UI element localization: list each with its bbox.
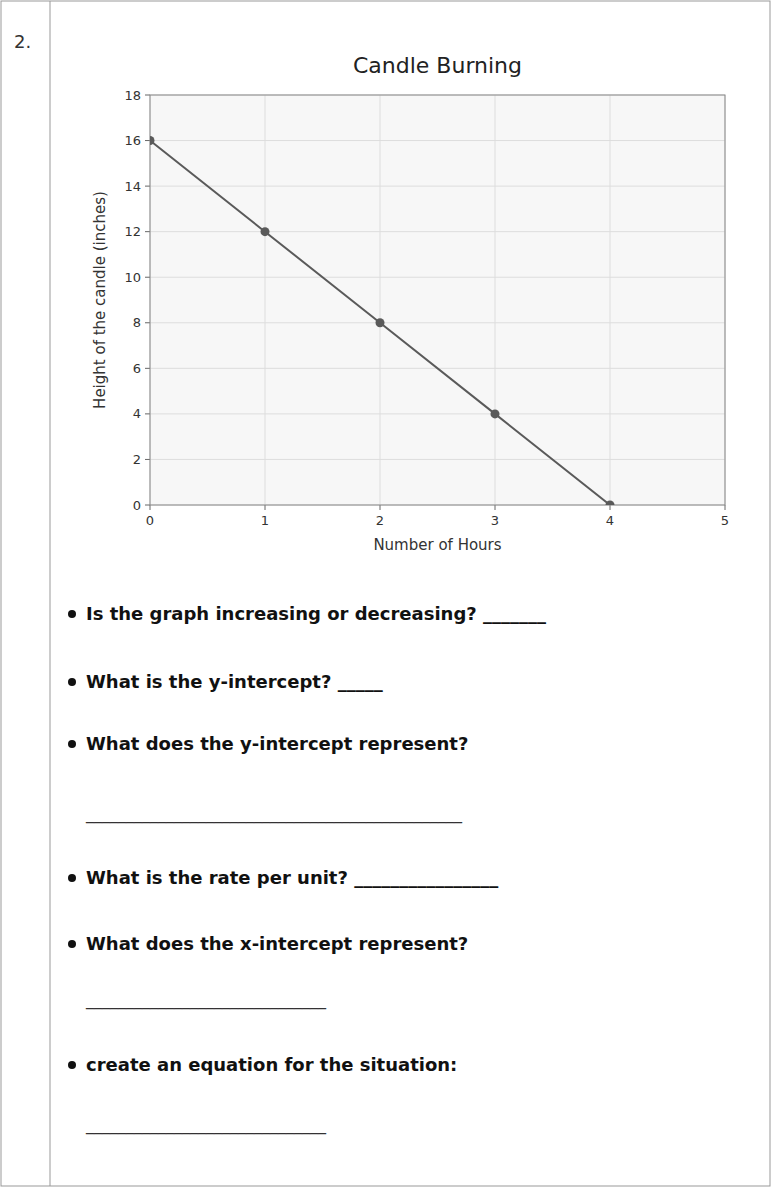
y-tick xyxy=(145,368,150,369)
data-point xyxy=(261,227,270,236)
y-tick-label: 2 xyxy=(133,452,141,467)
page-border xyxy=(1,1,770,1186)
bullet xyxy=(68,1061,76,1069)
data-line xyxy=(150,141,610,505)
question: What is the rate per unit? _____________… xyxy=(86,867,498,888)
item-number: 2. xyxy=(14,31,31,52)
bullet xyxy=(68,678,76,686)
y-tick-label: 14 xyxy=(124,179,141,194)
y-tick-label: 0 xyxy=(133,498,141,513)
bullet xyxy=(68,610,76,618)
bullet xyxy=(68,940,76,948)
y-tick-label: 16 xyxy=(124,133,141,148)
page: 012345024681012141618Candle BurningNumbe… xyxy=(0,0,771,1187)
y-tick-label: 8 xyxy=(133,315,141,330)
x-grid-line xyxy=(610,95,611,505)
y-tick xyxy=(145,322,150,323)
bullet xyxy=(68,874,76,882)
y-grid-line xyxy=(150,231,725,232)
y-tick-label: 4 xyxy=(133,406,141,421)
x-tick xyxy=(610,505,611,510)
grid xyxy=(150,95,725,505)
bullet xyxy=(68,740,76,748)
y-grid-line xyxy=(150,186,725,187)
y-tick-label: 10 xyxy=(124,270,141,285)
x-grid-line xyxy=(495,95,496,505)
x-grid-line xyxy=(265,95,266,505)
y-tick xyxy=(145,277,150,278)
y-grid-line xyxy=(150,322,725,323)
answer-line: ______________________________ xyxy=(85,990,327,1010)
x-axis-label: Number of Hours xyxy=(373,536,501,554)
answer-line: ______________________________ xyxy=(85,1115,327,1135)
x-tick-label: 4 xyxy=(606,513,614,528)
x-tick xyxy=(725,505,726,510)
y-tick xyxy=(145,140,150,141)
question: create an equation for the situation: xyxy=(86,1054,457,1075)
plot-background xyxy=(150,95,725,505)
question: What does the y-intercept represent? xyxy=(86,733,468,754)
y-tick xyxy=(145,459,150,460)
plot-frame xyxy=(150,95,725,505)
x-tick-label: 5 xyxy=(721,513,729,528)
y-tick-label: 6 xyxy=(133,361,141,376)
data-point xyxy=(150,136,155,145)
x-grid-line xyxy=(380,95,381,505)
answer-line: ________________________________________… xyxy=(85,804,463,824)
y-tick xyxy=(145,231,150,232)
x-tick xyxy=(150,505,151,510)
x-tick-label: 1 xyxy=(261,513,269,528)
data-point xyxy=(606,501,615,506)
y-grid-line xyxy=(150,459,725,460)
y-tick xyxy=(145,186,150,187)
y-axis-label: Height of the candle (inches) xyxy=(91,191,109,409)
y-tick xyxy=(145,413,150,414)
x-tick xyxy=(380,505,381,510)
y-tick xyxy=(145,505,150,506)
y-tick-label: 12 xyxy=(124,224,141,239)
question: What is the y-intercept? _____ xyxy=(86,671,383,692)
x-tick-label: 0 xyxy=(146,513,154,528)
x-tick-label: 3 xyxy=(491,513,499,528)
y-grid-line xyxy=(150,413,725,414)
question: What does the x-intercept represent? xyxy=(86,933,468,954)
data-point xyxy=(491,409,500,418)
data-layer xyxy=(150,136,615,505)
x-tick xyxy=(495,505,496,510)
data-point xyxy=(376,318,385,327)
y-tick xyxy=(145,95,150,96)
y-grid-line xyxy=(150,140,725,141)
x-tick-label: 2 xyxy=(376,513,384,528)
y-tick-label: 18 xyxy=(124,88,141,103)
y-grid-line xyxy=(150,277,725,278)
x-tick xyxy=(265,505,266,510)
question: Is the graph increasing or decreasing? _… xyxy=(86,603,546,624)
chart-title: Candle Burning xyxy=(353,53,522,78)
margin-line xyxy=(50,1,51,1186)
